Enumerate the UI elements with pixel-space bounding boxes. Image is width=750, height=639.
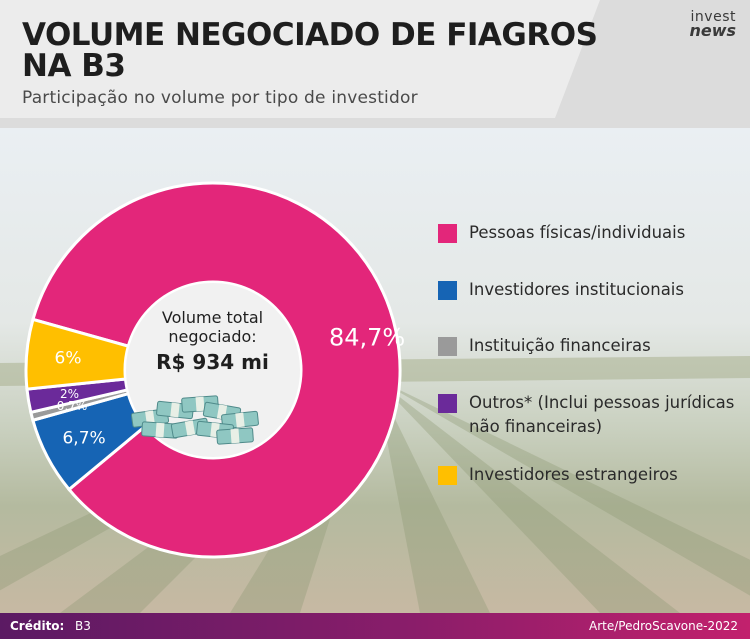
legend-label: Pessoas físicas/individuais: [469, 223, 686, 242]
donut-chart: 84,7% 6,7% 0,7%2% 6%: [24, 181, 405, 559]
legend-swatch: [438, 224, 457, 243]
center-value: R$ 934 mi: [156, 350, 269, 374]
data-label-pessoas-fisicas-individuais: 84,7%: [329, 324, 405, 352]
data-label-investidores-estrangeiros: 6%: [55, 348, 82, 368]
center-summary: Volume total negociado: R$ 934 mi: [125, 308, 300, 374]
page-title: VOLUME NEGOCIADO DE FIAGROS NA B3: [22, 17, 598, 84]
logo-line-2: news: [689, 21, 736, 40]
legend-swatch: [438, 337, 457, 356]
data-label-outros-inclui-pessoas-juridicas-nao-financeiras: 2%: [60, 387, 79, 401]
center-label: Volume total negociado:: [161, 308, 264, 346]
slice-pessoas-fisicas-individuais: [31, 181, 402, 559]
legend-label: Outros* (Inclui pessoas jurídicas não fi…: [469, 393, 735, 436]
legend-swatch: [438, 281, 457, 300]
art-credit: Arte/PedroScavone-2022: [589, 619, 738, 633]
data-label-instituicao-financeiras: 0,7%: [57, 399, 88, 413]
money-stack-icon: [130, 395, 259, 445]
title-panel: [0, 0, 600, 118]
data-label-investidores-institucionais: 6,7%: [62, 428, 105, 448]
credit-label: Crédito:: [10, 619, 65, 633]
legend-label: Investidores institucionais: [469, 280, 684, 299]
slice-investidores-estrangeiros: [24, 317, 131, 391]
legend-label: Investidores estrangeiros: [469, 465, 678, 484]
legend-swatch: [438, 394, 457, 413]
investnews-logo: invest news: [689, 9, 736, 40]
legend-swatch: [438, 466, 457, 485]
footer-bar: Crédito: B3 Arte/PedroScavone-2022: [0, 613, 750, 639]
credit-value: B3: [75, 619, 91, 633]
page-subtitle: Participação no volume por tipo de inves…: [22, 88, 418, 108]
logo-line-1: invest: [690, 9, 736, 25]
legend-label: Instituição financeiras: [469, 336, 651, 355]
